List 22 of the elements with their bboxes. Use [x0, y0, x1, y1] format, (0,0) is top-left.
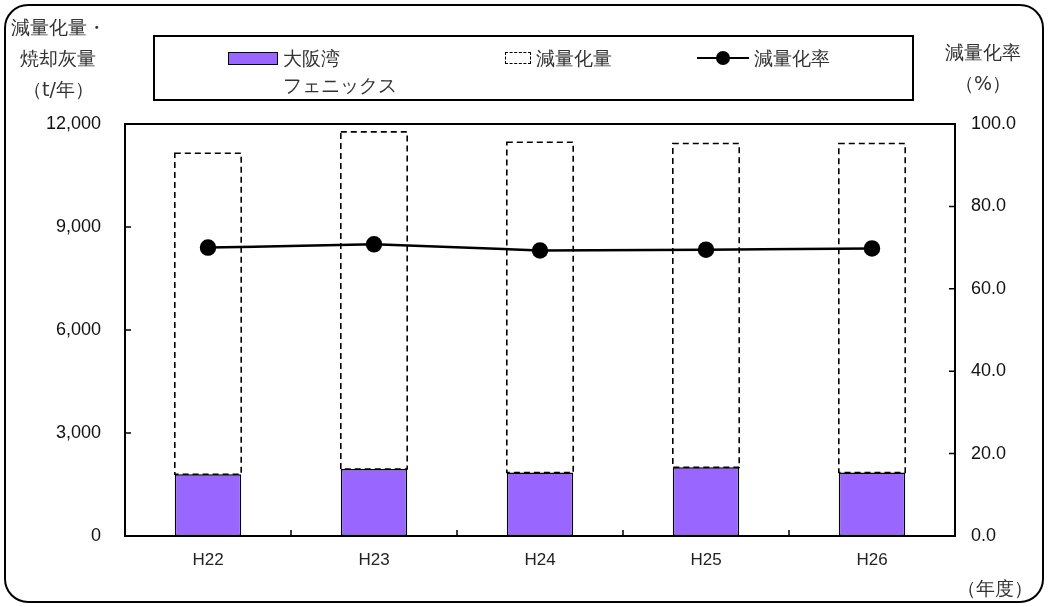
legend-label: 大阪湾フェニックス — [283, 46, 398, 98]
y2-tick-label: 100.0 — [971, 112, 1017, 133]
y-tick-label: 3,000 — [55, 421, 101, 442]
x-tick-label: H26 — [856, 549, 888, 569]
y2-tick-label: 0.0 — [971, 524, 997, 545]
x-tick-label: H24 — [524, 549, 556, 569]
y-tick-label: 12,000 — [45, 112, 101, 133]
x-tick-label: H22 — [192, 549, 224, 569]
y-axis-title: 減量化量・焼却灰量（t/年） — [10, 15, 107, 102]
y-tick-label: 0 — [90, 524, 101, 545]
y2-tick-label: 80.0 — [971, 195, 1007, 216]
legend-label: 減量化率 — [754, 46, 830, 71]
x-axis-title: （年度） — [956, 576, 1034, 601]
y2-tick-label: 40.0 — [971, 360, 1007, 381]
y2-tick-label: 20.0 — [971, 442, 1007, 463]
y-tick-label: 9,000 — [55, 215, 101, 236]
x-tick-label: H23 — [358, 549, 390, 569]
legend-label: 減量化量 — [536, 46, 612, 71]
y-tick-label: 6,000 — [55, 318, 101, 339]
x-tick-label: H25 — [690, 549, 722, 569]
y2-tick-label: 60.0 — [971, 277, 1007, 298]
y2-axis-title: 減量化率（%） — [944, 40, 1022, 96]
